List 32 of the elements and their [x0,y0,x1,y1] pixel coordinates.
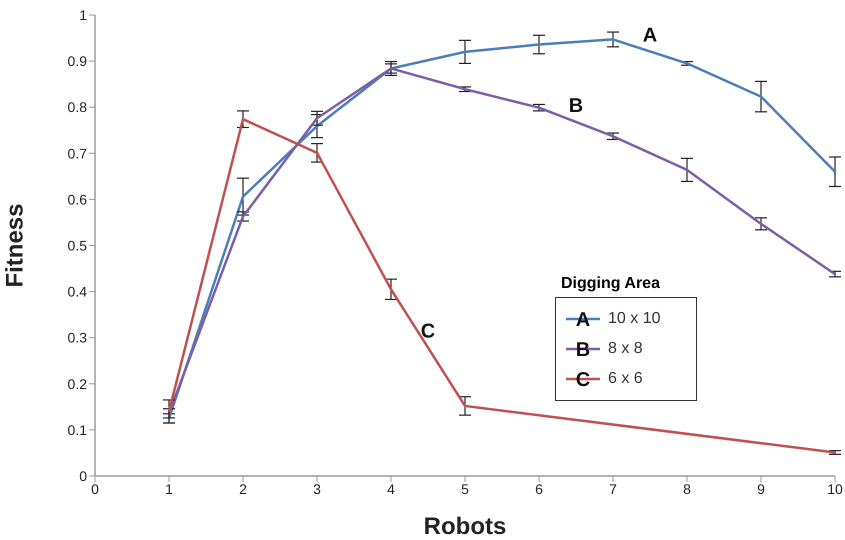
y-tick-label: 0.8 [68,99,88,116]
x-tick-label: 7 [609,480,618,497]
y-tick-label: 1 [79,6,88,23]
y-tick-label: 0.7 [68,145,88,162]
annotation: A [642,24,658,46]
y-tick-label: 0.4 [68,284,88,300]
y-tick-label: 0.3 [68,330,88,346]
x-tick-label: 10 [827,480,843,497]
x-tick-label: 5 [461,480,470,497]
x-tick-label: 2 [239,480,248,497]
annotation: C [420,320,436,343]
x-tick-label: 6 [535,480,544,497]
x-tick-label: 9 [757,480,766,497]
y-axis-title: Fitness [2,203,29,288]
annotation: B [568,94,584,117]
legend-label: 10 x 10 [608,310,660,328]
x-tick-label: 1 [165,480,174,497]
x-tick-label: 0 [91,480,100,497]
line-series [168,118,835,454]
legend-title: Digging Area [560,275,662,293]
y-tick-label: 0 [79,468,88,484]
y-tick-label: 0.5 [68,237,88,254]
x-tick-label: 3 [313,480,322,497]
y-tick-label: 0.1 [68,422,88,438]
y-tick-label: 0.9 [68,53,88,70]
legend-label: 6 x 6 [608,370,643,388]
y-tick-label: 0.2 [68,376,88,392]
x-axis-title: Robots [424,513,506,540]
x-tick-label: 4 [387,480,396,497]
y-tick-label: 0.6 [68,191,88,208]
x-tick-label: 8 [683,480,692,497]
legend-label: 8 x 8 [608,340,643,358]
